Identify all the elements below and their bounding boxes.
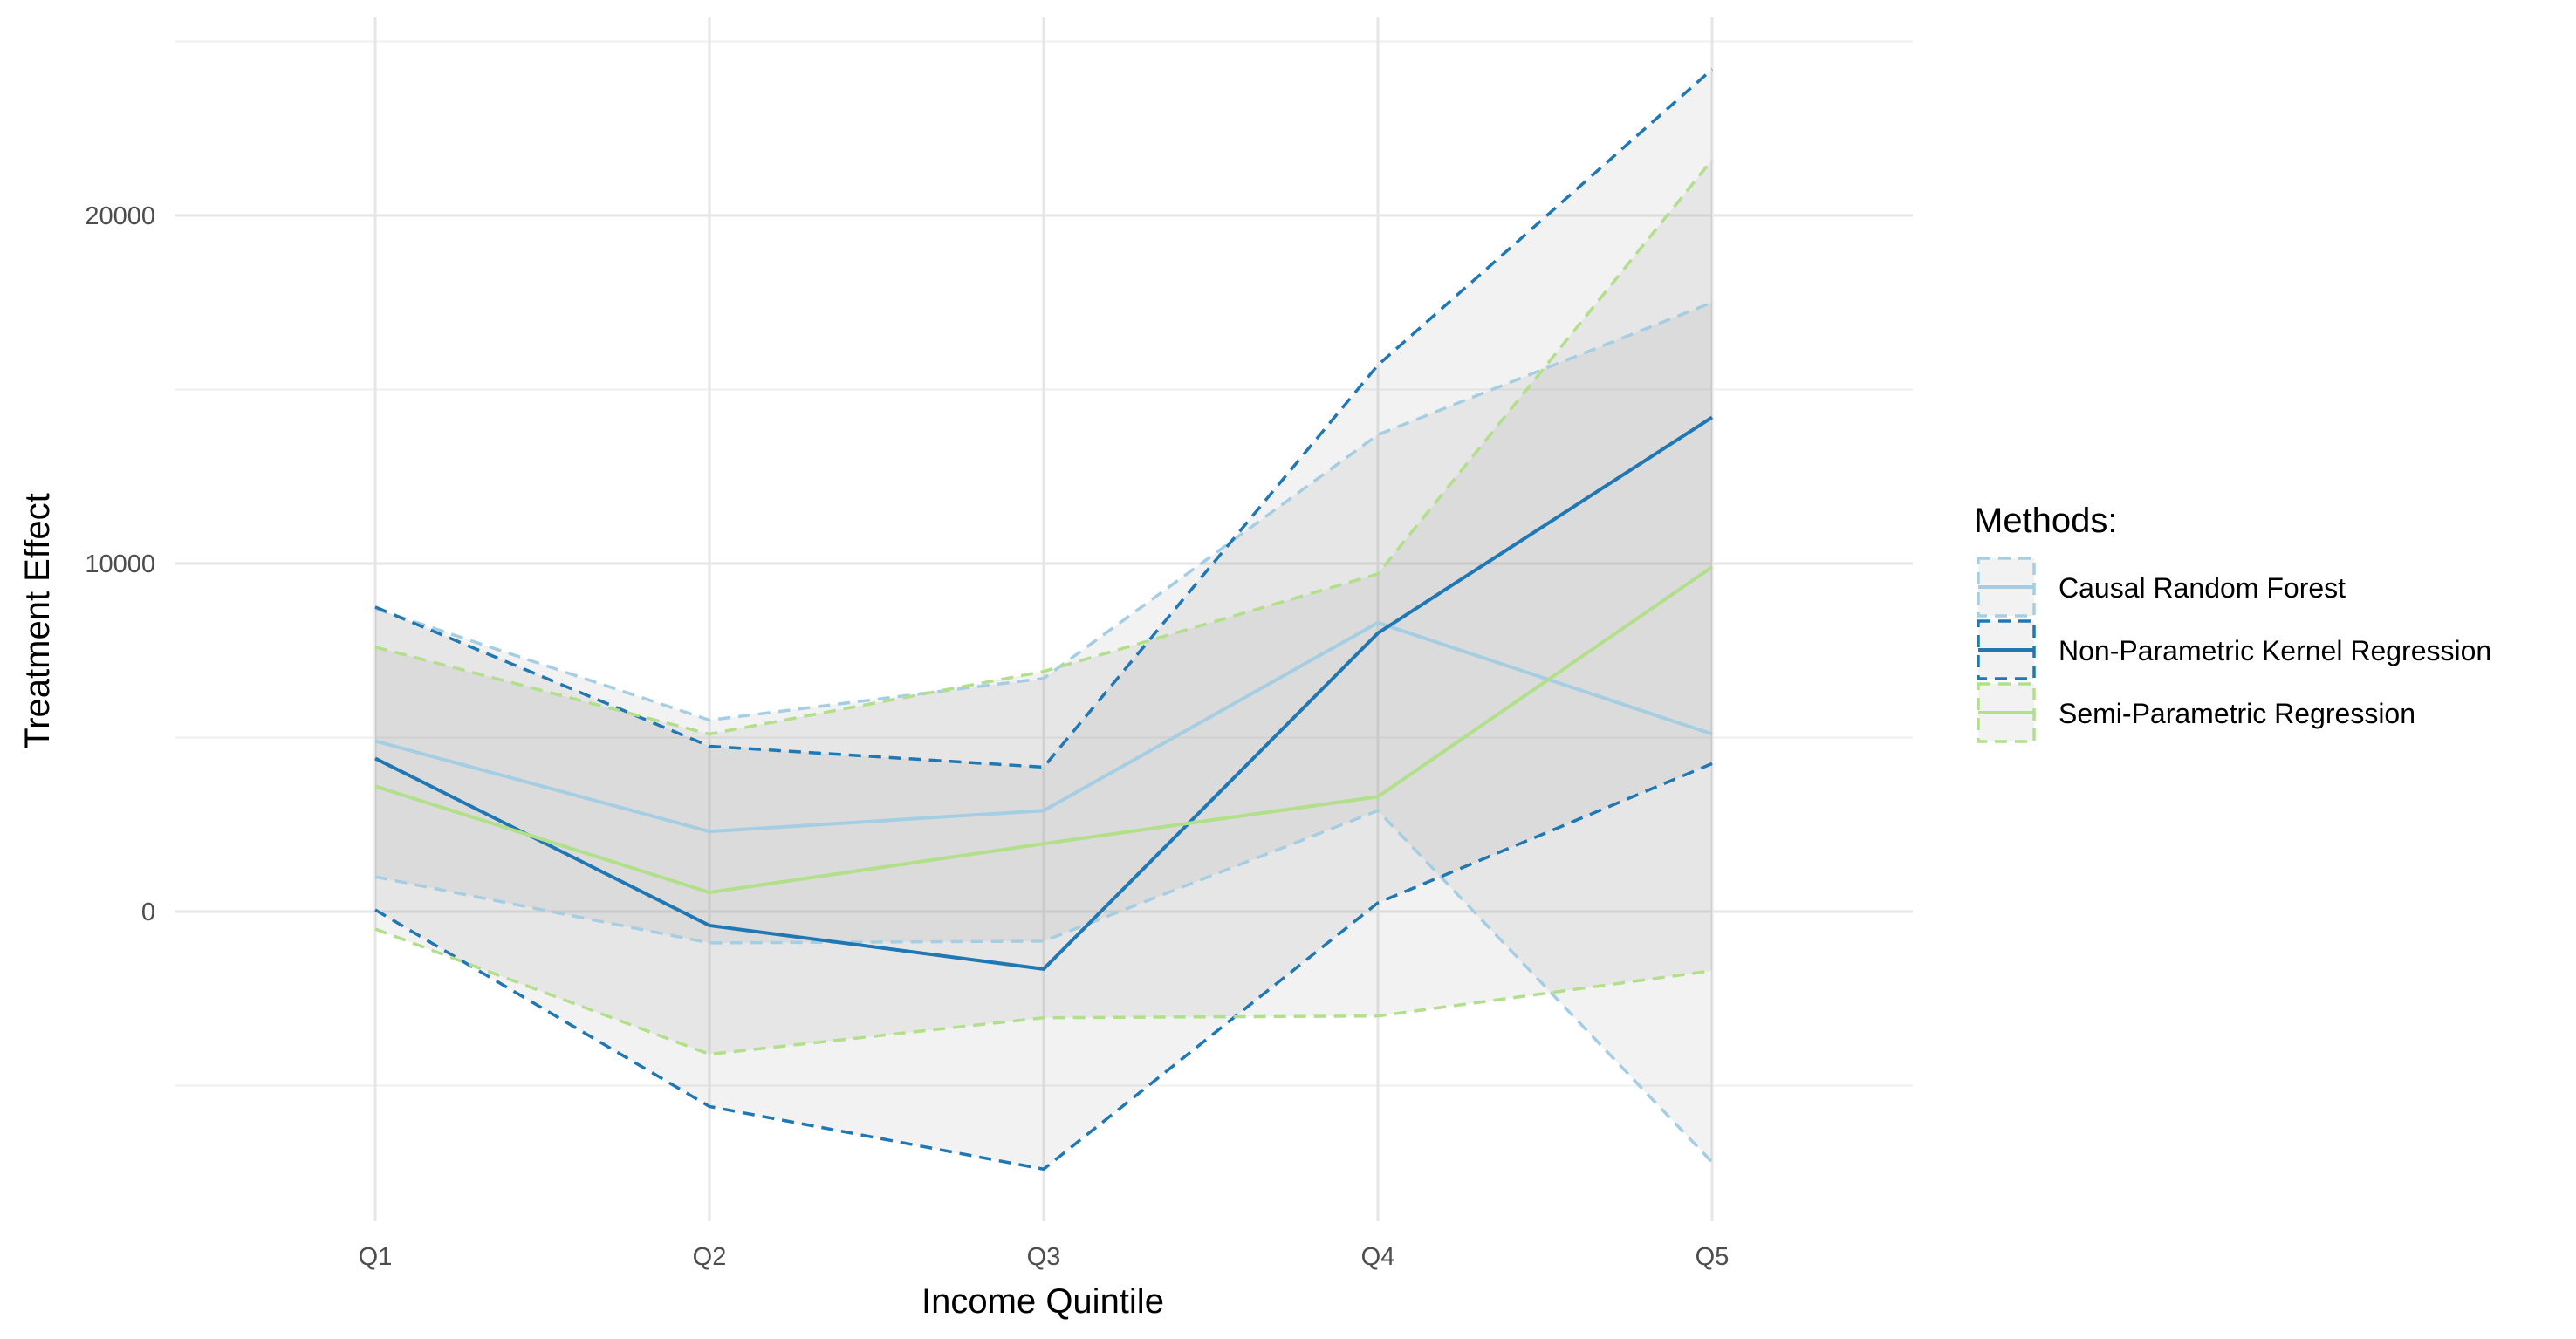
- series-semi-parametric-regression-estimate-line: [374, 565, 1714, 895]
- legend-title: Methods:: [1974, 502, 2118, 540]
- y-tick-label: 20000: [85, 202, 155, 230]
- legend-label: Non-Parametric Kernel Regression: [2059, 635, 2491, 666]
- series-causal-random-forest-upper-line: [374, 301, 1713, 722]
- series-non-parametric-kernel-regression-estimate-line: [374, 415, 1714, 971]
- tick-labels: 0 10000 20000 Q1 Q2 Q3 Q4 Q5: [85, 202, 1729, 1271]
- series-causal-random-forest-estimate-line: [374, 620, 1713, 834]
- ribbon-causal-random-forest: [375, 302, 1712, 1163]
- legend-item-semi-parametric-regression: Semi-Parametric Regression: [1977, 682, 2415, 743]
- series-semi-parametric-regression-upper-line: [374, 159, 1714, 736]
- legend-label: Causal Random Forest: [2059, 572, 2346, 604]
- legend-label: Semi-Parametric Regression: [2059, 698, 2415, 729]
- series-lines: [374, 68, 1714, 1172]
- series-causal-random-forest-lower-line: [374, 809, 1714, 1164]
- series-non-parametric-kernel-regression-upper-line: [374, 68, 1714, 769]
- y-tick-label: 10000: [85, 550, 155, 578]
- series-semi-parametric-regression-lower-line: [374, 927, 1713, 1056]
- x-tick-label: Q1: [359, 1243, 393, 1271]
- x-tick-label: Q3: [1027, 1243, 1061, 1271]
- legend-item-non-parametric-kernel-regression: Non-Parametric Kernel Regression: [1977, 619, 2491, 680]
- series-non-parametric-kernel-regression-lower-line: [374, 762, 1713, 1172]
- legend: Methods: Causal Random Forest Non-Paramet…: [1974, 502, 2491, 743]
- x-tick-label: Q2: [693, 1243, 727, 1271]
- y-axis-title: Treatment Effect: [18, 493, 57, 748]
- grid-layer: [175, 17, 1913, 1221]
- x-tick-label: Q4: [1361, 1243, 1395, 1271]
- legend-item-causal-random-forest: Causal Random Forest: [1977, 557, 2346, 618]
- x-axis-title: Income Quintile: [921, 1282, 1164, 1321]
- y-tick-label: 0: [141, 898, 155, 926]
- x-tick-label: Q5: [1696, 1243, 1730, 1271]
